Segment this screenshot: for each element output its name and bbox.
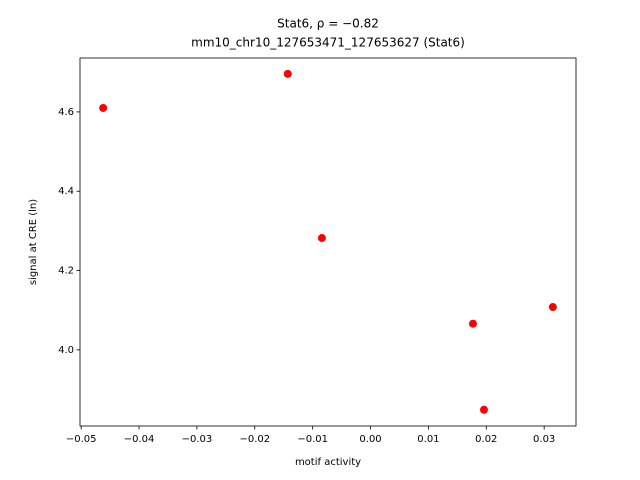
x-axis-label: motif activity	[295, 457, 361, 468]
x-tick-label: −0.05	[66, 434, 97, 445]
x-tick-label: −0.01	[297, 434, 328, 445]
point	[99, 103, 108, 112]
x-tick-label: 0.03	[533, 434, 555, 445]
y-tick-label: 4.4	[58, 186, 74, 197]
point	[283, 69, 292, 78]
point	[468, 319, 477, 328]
plot-frame	[79, 57, 577, 427]
x-tick-label: 0.00	[359, 434, 381, 445]
x-tick-label: −0.02	[239, 434, 270, 445]
x-tick-label: 0.01	[417, 434, 439, 445]
chart-subtitle: mm10_chr10_127653471_127653627 (Stat6)	[191, 36, 465, 50]
chart-title: Stat6, ρ = −0.82	[277, 17, 379, 31]
y-axis-label: signal at CRE (ln)	[28, 199, 39, 285]
point	[548, 303, 557, 312]
x-tick-label: −0.04	[124, 434, 155, 445]
x-tick-label: 0.02	[475, 434, 497, 445]
y-tick-label: 4.0	[58, 345, 74, 356]
x-tick-label: −0.03	[182, 434, 213, 445]
point	[317, 234, 326, 243]
point	[479, 405, 488, 414]
y-tick-label: 4.6	[58, 107, 74, 118]
y-tick-label: 4.2	[58, 266, 74, 277]
